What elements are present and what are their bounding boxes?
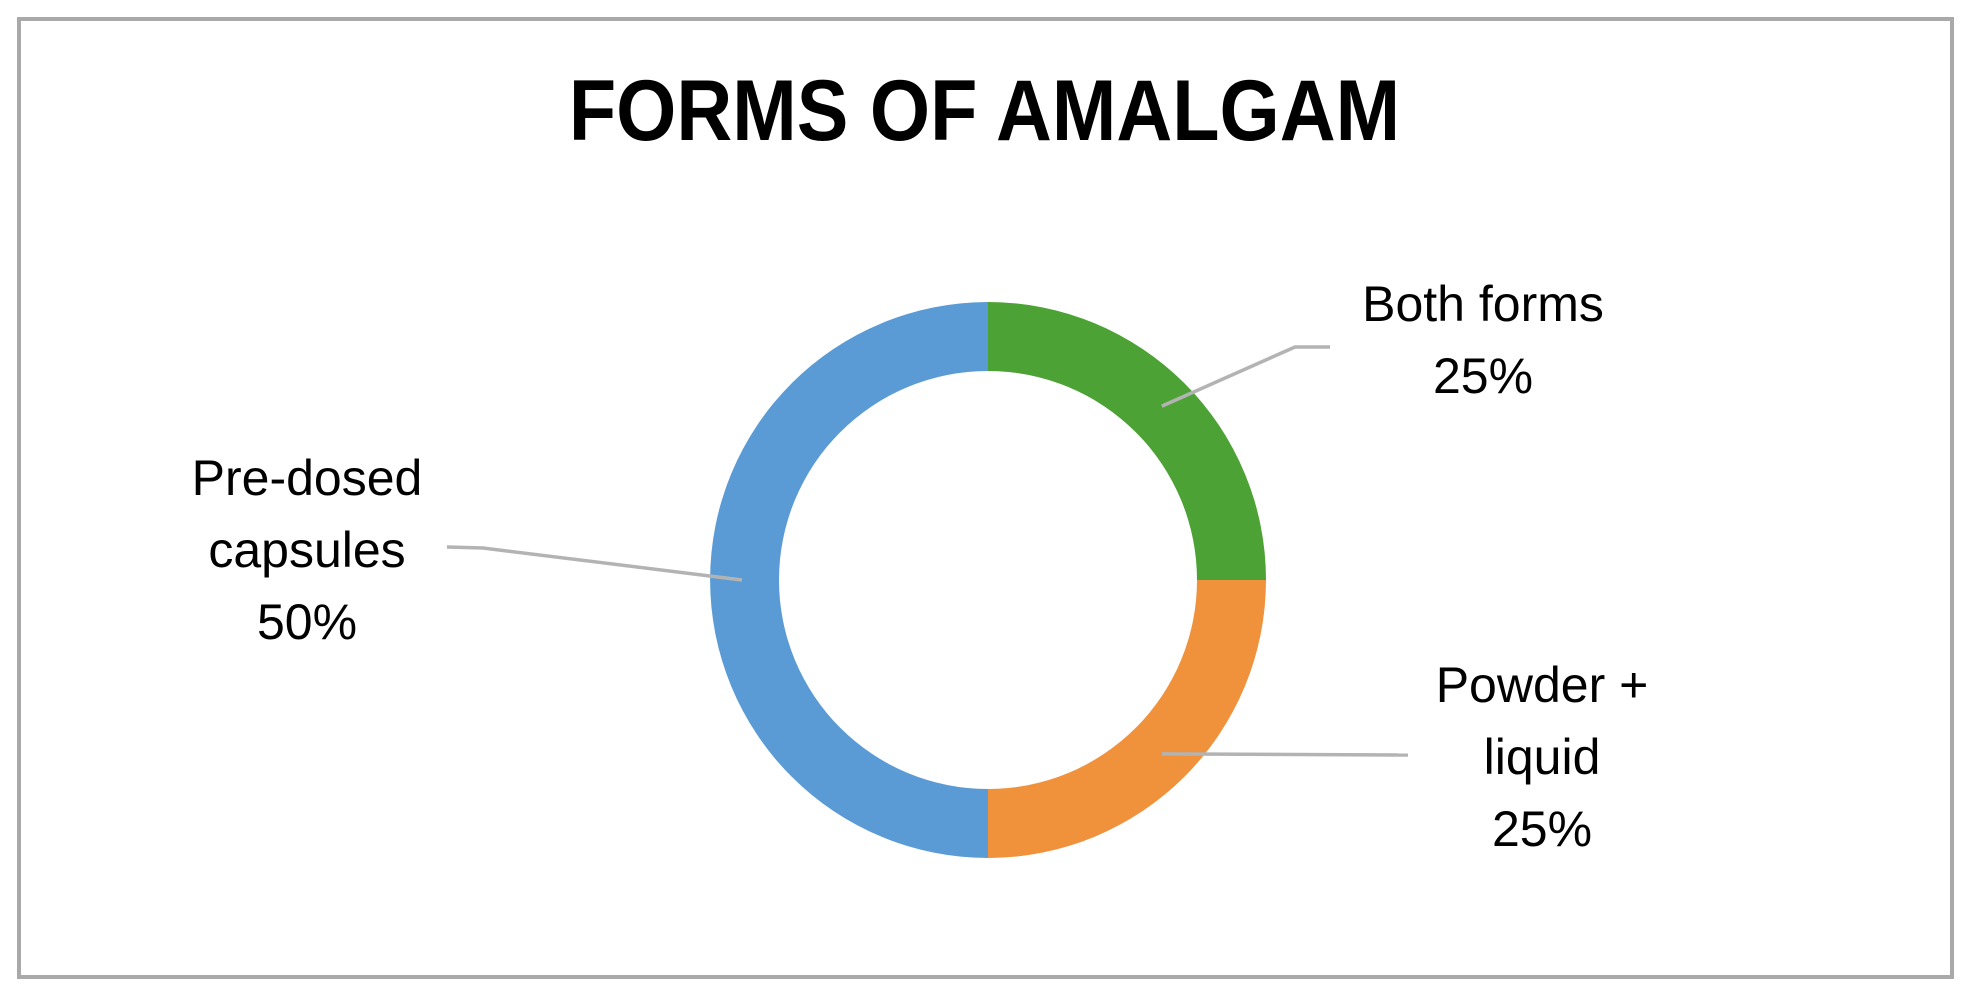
chart-title: FORMS OF AMALGAM [568,63,1401,159]
data-label-category: Pre-dosed [191,450,423,506]
data-label-category: capsules [208,522,406,578]
data-label-both-forms: Both forms 25% [1263,268,1703,412]
data-label-percent: 25% [1432,348,1534,404]
data-label-category: Powder + [1435,657,1649,713]
data-label-category: Both forms [1362,276,1604,332]
donut-slice-pre-dosed-capsules [710,302,988,858]
donut-slice-powder-liquid [988,580,1266,858]
data-label-category: liquid [1483,729,1601,785]
leader-line-both-forms [1161,345,1330,408]
leader-line-powder-liquid [1161,752,1409,757]
leader-line-pre-dosed-capsules [446,545,743,582]
donut-slice-both-forms [988,302,1266,580]
data-label-pre-dosed-capsules: Pre-dosed capsules 50% [107,442,507,658]
chart-border-frame [17,17,1954,979]
data-label-percent: 25% [1491,801,1593,857]
data-label-percent: 50% [256,594,358,650]
data-label-powder-liquid: Powder + liquid 25% [1322,649,1762,865]
